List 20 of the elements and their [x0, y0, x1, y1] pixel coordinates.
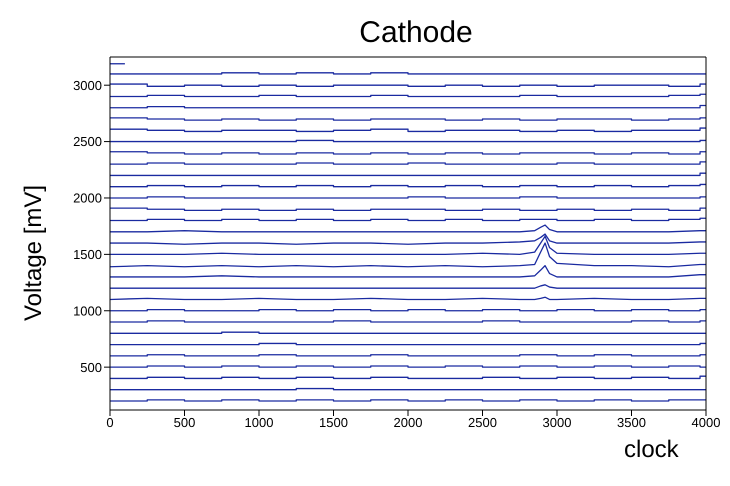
x-tick-label: 1000	[244, 415, 274, 430]
y-tick-label: 3000	[73, 78, 102, 93]
x-tick-label: 1500	[319, 415, 348, 430]
y-tick-label: 2000	[73, 190, 102, 206]
y-axis-title: Voltage [mV]	[20, 184, 48, 322]
y-tick-label: 1000	[73, 303, 102, 318]
line-series	[110, 264, 706, 278]
chart-title: Cathode	[358, 16, 474, 50]
x-tick-label: 500	[174, 415, 196, 430]
x-tick-label: 0	[106, 415, 114, 430]
x-tick-label: 3500	[617, 415, 646, 430]
y-tick-label: 2500	[73, 134, 102, 150]
y-tick-label: 1500	[73, 246, 102, 262]
x-axis-title: clock	[624, 436, 679, 464]
x-tick-label: 4000	[692, 415, 720, 430]
x-tick-label: 3000	[542, 415, 572, 430]
line-series	[110, 224, 706, 232]
x-tick-label: 2500	[468, 415, 497, 430]
x-tick-label: 2000	[394, 415, 422, 430]
y-tick-label: 500	[80, 360, 102, 375]
